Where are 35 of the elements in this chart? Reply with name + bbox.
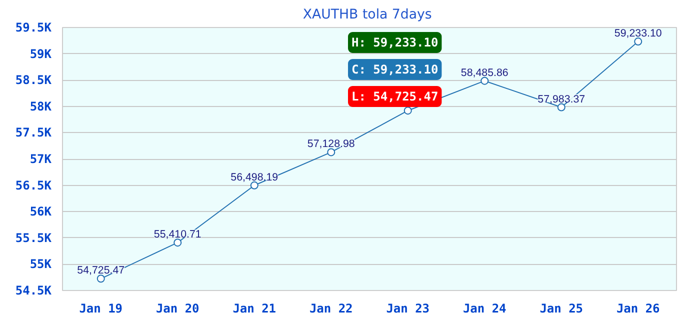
point xyxy=(174,238,182,247)
point xyxy=(327,148,336,156)
x-tick-label: Jan 24 xyxy=(462,302,506,316)
x-tick-label: Jan 23 xyxy=(386,302,430,316)
x-tick-label: Jan 19 xyxy=(79,302,123,316)
y-tick-label: 56.5K xyxy=(15,178,52,192)
point xyxy=(634,38,642,46)
y-tick-label: 59.5K xyxy=(15,20,52,34)
annotation: C: 59,233.10 xyxy=(352,62,438,76)
annotation: H: 59,233.10 xyxy=(352,36,438,50)
y-tick-label: 58.5K xyxy=(15,73,52,88)
y-tick-label: 55.5K xyxy=(15,230,52,245)
y-tick-label: 58K xyxy=(30,99,52,114)
x-tick-label: Jan 22 xyxy=(309,302,353,316)
x-tick-label: Jan 21 xyxy=(232,302,276,316)
annotation: L: 54,725.47 xyxy=(352,90,438,104)
y-tick-label: 57K xyxy=(30,152,52,166)
text: 54,725.47 xyxy=(77,264,125,277)
y-tick-label: 57.5K xyxy=(15,126,52,140)
text: 55,410.71 xyxy=(154,228,202,241)
chart-title: XAUTHB tola 7days xyxy=(302,8,432,22)
y-tick-label: 55K xyxy=(30,257,52,272)
text: 56,498.19 xyxy=(230,171,278,184)
point xyxy=(404,106,412,115)
text: 57,128.98 xyxy=(307,138,355,150)
y-tick-label: 59K xyxy=(30,46,52,61)
x-tick-label: Jan 26 xyxy=(616,302,660,316)
y-tick-label: 56K xyxy=(30,204,52,219)
text: 57,983.37 xyxy=(538,93,586,106)
text: 58,485.86 xyxy=(460,66,508,79)
y-tick-label: 54.5K xyxy=(15,284,52,298)
x-tick-label: Jan 20 xyxy=(156,302,200,316)
text: 59,233.10 xyxy=(614,28,662,40)
point xyxy=(96,274,105,283)
x-tick-label: Jan 25 xyxy=(540,302,584,316)
